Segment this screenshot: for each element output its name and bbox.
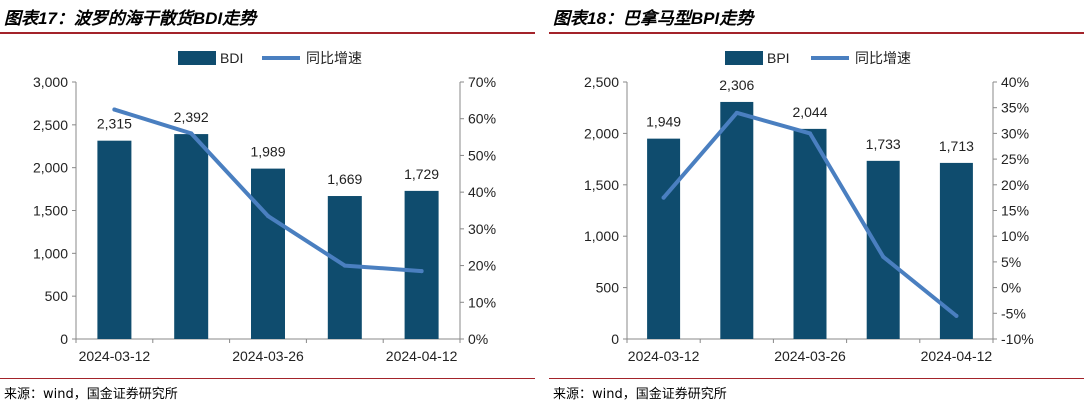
x-tick-label: 2024-04-12 (921, 348, 993, 364)
y-right-tick-label: 60% (468, 111, 496, 127)
line-point (881, 254, 886, 259)
line-point (808, 131, 812, 136)
y-right-tick-label: -5% (1001, 305, 1026, 321)
y-left-tick-label: 1,500 (584, 177, 619, 193)
legend-line-label: 同比增速 (855, 50, 911, 66)
y-right-tick-label: 10% (1001, 228, 1029, 244)
bar (97, 140, 132, 339)
bar-data-label: 2,392 (174, 109, 209, 125)
y-right-tick-label: 30% (468, 221, 496, 237)
legend-bar-swatch (725, 51, 763, 65)
y-right-tick-label: 10% (468, 294, 496, 310)
line-point (954, 313, 959, 318)
y-right-tick-label: 50% (468, 147, 496, 163)
y-right-tick-label: 0% (468, 331, 488, 347)
y-left-tick-label: 1,500 (33, 203, 68, 219)
y-left-tick-label: 2,000 (584, 125, 619, 141)
chart-plot-bpi: 0 500 1,000 1,500 2,000 2,500 -10% -5% 0% 5% 10% 15… (584, 50, 1034, 364)
line-point (112, 107, 117, 112)
line-point (342, 263, 347, 268)
y-left-tick-label: 0 (611, 331, 619, 347)
y-right-tick-label: 0% (1001, 280, 1021, 296)
bar (251, 168, 285, 339)
line-point (189, 131, 194, 136)
bar-data-label: 1,733 (866, 136, 901, 152)
y-right-tick-label: 40% (468, 184, 496, 200)
y-right-tick-label: -10% (1001, 331, 1034, 347)
y-left-tick-label: 500 (45, 288, 69, 304)
y-left-tick-label: 500 (596, 280, 620, 296)
x-tick-label: 2024-03-26 (232, 348, 304, 364)
bar-data-label: 2,306 (719, 77, 754, 93)
legend-bar-label: BDI (220, 50, 243, 66)
source-rule (549, 378, 1084, 379)
chart-title: 图表17：波罗的海干散货BDI走势 (4, 9, 257, 28)
bar-data-label: 2,315 (97, 116, 132, 132)
x-tick-label: 2024-04-12 (386, 348, 458, 364)
y-right-tick-label: 5% (1001, 254, 1021, 270)
title-rule (0, 32, 535, 34)
bar-data-label: 1,713 (939, 138, 974, 154)
y-left-tick-label: 2,500 (584, 74, 619, 90)
bar-data-label: 1,729 (404, 166, 439, 182)
y-right-tick-label: 20% (1001, 177, 1029, 193)
bar (720, 101, 754, 339)
legend-bar-swatch (178, 51, 216, 65)
line-point (419, 269, 424, 274)
x-tick-label: 2024-03-26 (774, 348, 846, 364)
y-right-tick-label: 70% (468, 74, 496, 90)
legend-bar-label: BPI (767, 50, 790, 66)
bar (404, 190, 439, 339)
source-rule (0, 378, 535, 379)
chart-title: 图表18：巴拿马型BPI走势 (553, 9, 754, 28)
chart-source: 来源：wind，国金证券研究所 (4, 387, 178, 402)
y-right-tick-label: 20% (468, 258, 496, 274)
y-left-tick-label: 3,000 (33, 74, 68, 90)
y-right-tick-label: 30% (1001, 125, 1029, 141)
line-point (661, 195, 666, 200)
bar (647, 138, 681, 339)
chart-source: 来源：wind，国金证券研究所 (553, 387, 727, 402)
bar (939, 162, 973, 339)
bar (866, 160, 900, 339)
y-right-tick-label: 40% (1001, 74, 1029, 90)
y-left-tick-label: 2,000 (33, 160, 68, 176)
x-tick-label: 2024-03-12 (628, 348, 700, 364)
bar-data-label: 1,949 (646, 114, 681, 130)
x-tick-label: 2024-03-12 (79, 348, 151, 364)
bar-data-label: 1,669 (327, 171, 362, 187)
bar-data-label: 1,989 (250, 144, 285, 160)
y-left-tick-label: 1,000 (584, 228, 619, 244)
chart-panel-bpi: 图表18：巴拿马型BPI走势 0 500 1,000 1,500 2,000 2,500 -… (549, 0, 1084, 405)
bar (174, 134, 209, 339)
chart-plot-bdi: 0 500 1,000 1,500 2,000 2,500 3,000 0% 10% 20% 30%… (33, 50, 496, 364)
legend-line-label: 同比增速 (306, 50, 362, 66)
title-rule (549, 32, 1084, 34)
line-point (266, 214, 270, 219)
y-left-tick-label: 0 (60, 331, 68, 347)
y-left-tick-label: 1,000 (33, 245, 68, 261)
y-right-tick-label: 25% (1001, 151, 1029, 167)
y-right-tick-label: 15% (1001, 203, 1029, 219)
bar-data-label: 2,044 (792, 104, 827, 120)
chart-panel-bdi: 图表17：波罗的海干散货BDI走势 0 500 1,000 1,500 2,000 2,5… (0, 0, 535, 405)
y-right-tick-label: 35% (1001, 100, 1029, 116)
bar (793, 128, 827, 339)
line-point (734, 110, 739, 115)
y-left-tick-label: 2,500 (33, 117, 68, 133)
